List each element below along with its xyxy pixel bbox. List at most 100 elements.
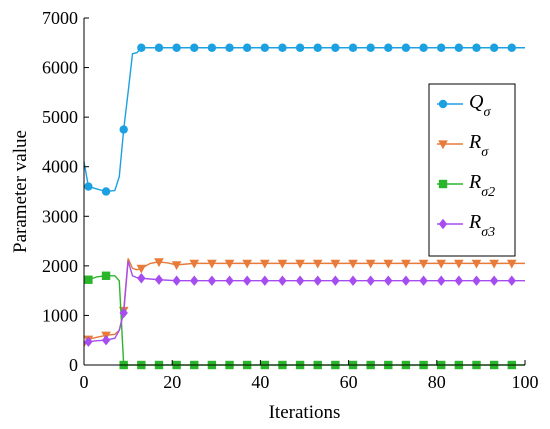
data-point-q-sigma xyxy=(242,43,252,52)
data-point-r-sigma3 xyxy=(472,275,481,286)
y-tick-label: 7000 xyxy=(42,8,78,28)
data-point-q-sigma xyxy=(348,43,358,52)
y-tick-label: 1000 xyxy=(42,305,78,325)
data-point-r-sigma xyxy=(471,259,482,269)
data-point-q-sigma xyxy=(260,43,270,52)
data-point-r-sigma xyxy=(242,259,252,269)
y-axis-label: Parameter value xyxy=(10,130,31,253)
legend-label: Rσ2 xyxy=(468,171,495,200)
data-point-r-sigma3 xyxy=(366,275,375,286)
data-point-r-sigma3 xyxy=(119,307,128,319)
data-point-r-sigma2 xyxy=(84,275,93,284)
data-point-r-sigma3 xyxy=(101,335,111,346)
y-tick-label: 0 xyxy=(69,355,78,375)
series-r-sigma xyxy=(83,258,525,347)
data-point-r-sigma xyxy=(207,259,217,269)
data-point-r-sigma3 xyxy=(507,275,516,286)
data-point-q-sigma xyxy=(489,43,499,52)
data-point-r-sigma xyxy=(312,259,323,269)
data-point-r-sigma3 xyxy=(331,275,340,286)
data-point-r-sigma xyxy=(454,259,464,269)
data-point-q-sigma xyxy=(419,43,428,52)
legend-swatch-marker xyxy=(438,99,448,109)
series-line-r-sigma3 xyxy=(83,260,525,345)
data-point-q-sigma xyxy=(454,43,464,52)
data-point-r-sigma xyxy=(348,259,358,269)
data-point-r-sigma3 xyxy=(172,275,181,286)
x-axis-label: Iterations xyxy=(269,402,341,423)
data-point-r-sigma xyxy=(277,259,288,269)
data-point-r-sigma3 xyxy=(242,275,252,286)
series-q-sigma xyxy=(83,43,525,196)
data-point-r-sigma3 xyxy=(278,275,287,286)
legend-swatch-marker xyxy=(438,218,448,230)
data-point-r-sigma3 xyxy=(137,273,146,284)
legend-entry-r-sigma: Rσ xyxy=(437,131,489,160)
data-point-q-sigma xyxy=(119,125,128,134)
legend-label: Rσ3 xyxy=(468,211,495,240)
data-point-r-sigma3 xyxy=(207,275,217,286)
data-point-r-sigma xyxy=(418,259,429,269)
data-point-r-sigma xyxy=(489,259,499,269)
data-point-q-sigma xyxy=(278,43,287,52)
data-point-q-sigma xyxy=(137,43,146,52)
data-point-r-sigma3 xyxy=(437,275,446,286)
data-point-q-sigma xyxy=(101,187,111,196)
legend-swatch-marker xyxy=(438,179,448,189)
x-tick-label: 0 xyxy=(80,372,89,392)
data-point-r-sigma xyxy=(136,264,147,274)
data-point-q-sigma xyxy=(295,43,305,52)
y-tick-label: 4000 xyxy=(42,157,78,177)
data-point-r-sigma2 xyxy=(101,271,111,280)
y-tick-label: 2000 xyxy=(42,256,78,276)
legend-entry-r-sigma2: Rσ2 xyxy=(437,171,495,200)
data-point-r-sigma3 xyxy=(313,275,322,286)
data-point-r-sigma xyxy=(154,258,164,268)
data-point-r-sigma3 xyxy=(84,336,93,347)
data-point-r-sigma xyxy=(401,259,411,269)
series-r-sigma3 xyxy=(83,260,525,347)
legend-label: Qσ xyxy=(469,91,491,120)
data-point-r-sigma xyxy=(295,259,305,269)
x-tick-label: 100 xyxy=(512,372,539,392)
data-point-r-sigma3 xyxy=(225,275,234,286)
legend: Qσ Rσ Rσ2 Rσ3 xyxy=(428,83,516,257)
data-point-q-sigma xyxy=(366,43,375,52)
data-point-q-sigma xyxy=(225,43,234,52)
data-point-r-sigma xyxy=(506,259,517,269)
data-point-q-sigma xyxy=(507,43,516,52)
series-r-sigma2 xyxy=(83,271,525,370)
data-point-q-sigma xyxy=(190,43,199,52)
data-point-r-sigma xyxy=(224,259,235,269)
data-point-q-sigma xyxy=(84,182,93,191)
y-tick-label: 5000 xyxy=(42,107,78,127)
data-point-r-sigma xyxy=(365,259,376,269)
data-point-r-sigma xyxy=(436,259,447,269)
x-tick-label: 20 xyxy=(163,372,181,392)
data-point-r-sigma xyxy=(383,259,394,269)
data-point-r-sigma3 xyxy=(260,275,270,286)
data-point-q-sigma xyxy=(437,43,446,52)
series-line-r-sigma2 xyxy=(83,275,525,366)
legend-entry-q-sigma: Qσ xyxy=(437,91,491,120)
legend-label: Rσ xyxy=(468,131,489,160)
data-point-r-sigma3 xyxy=(190,275,199,286)
data-point-r-sigma xyxy=(171,261,182,271)
legend-entry-r-sigma3: Rσ3 xyxy=(437,211,495,240)
data-point-r-sigma3 xyxy=(348,275,358,286)
legend-swatch-marker xyxy=(438,140,448,150)
data-point-r-sigma xyxy=(330,259,341,269)
data-point-r-sigma3 xyxy=(419,275,428,286)
x-tick-label: 80 xyxy=(428,372,446,392)
data-point-r-sigma3 xyxy=(295,275,305,286)
data-point-q-sigma xyxy=(207,43,217,52)
data-point-q-sigma xyxy=(472,43,481,52)
data-point-q-sigma xyxy=(172,43,181,52)
data-point-r-sigma xyxy=(260,259,270,269)
x-tick-label: 40 xyxy=(251,372,269,392)
x-tick-label: 60 xyxy=(340,372,358,392)
y-tick-label: 6000 xyxy=(42,58,78,78)
data-point-q-sigma xyxy=(154,43,164,52)
data-point-r-sigma3 xyxy=(489,275,499,286)
